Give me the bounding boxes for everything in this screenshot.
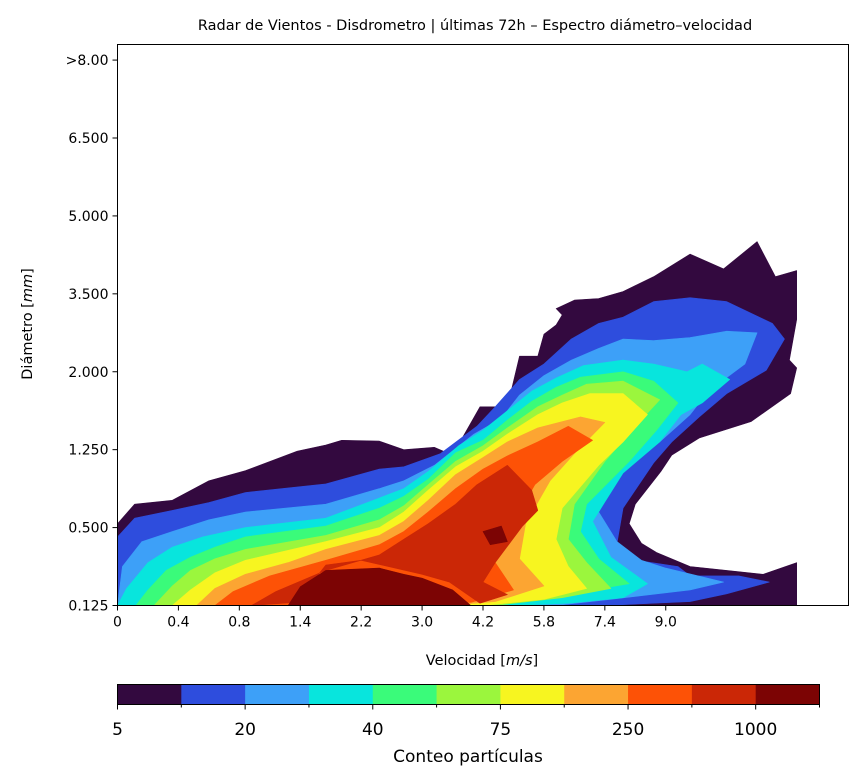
x-tick-label: 4.2 (472, 615, 494, 631)
y-tick-label: 5.000 (68, 209, 108, 225)
colorbar: 5 20 40 75 250 1000 Conteo partículas (112, 684, 820, 767)
colorbar-bin-3 (308, 684, 374, 705)
colorbar-bin-4 (372, 684, 438, 705)
y-tick-label: >8.00 (66, 53, 109, 69)
y-tick-label: 0.500 (68, 521, 108, 537)
x-tick-label: 0.8 (228, 615, 250, 631)
colorbar-bins (117, 684, 820, 705)
colorbar-tick-label: 20 (234, 720, 256, 740)
colorbar-bin-9 (691, 684, 757, 705)
contour-layer (117, 241, 797, 606)
colorbar-tick-label: 5 (112, 720, 123, 740)
x-tick-label: 7.4 (594, 615, 616, 631)
colorbar-frame (117, 684, 820, 705)
colorbar-label: Conteo partículas (393, 747, 543, 767)
contour-level-10-region-10 (287, 567, 472, 606)
colorbar-bin-5 (436, 684, 501, 705)
x-tick-label: 0.4 (167, 615, 189, 631)
colorbar-bin-10 (755, 684, 820, 705)
y-tick-label: 2.000 (68, 365, 108, 381)
y-tick-label: 6.500 (68, 131, 108, 147)
colorbar-bin-0 (117, 684, 182, 705)
x-tick-label: 3.0 (411, 615, 433, 631)
x-tick-label: 9.0 (655, 615, 677, 631)
x-tick-label: 0 (113, 615, 122, 631)
colorbar-bin-7 (564, 684, 629, 705)
x-tick-label: 5.8 (533, 615, 555, 631)
y-tick-label: 3.500 (68, 287, 108, 303)
colorbar-tick-label: 1000 (734, 720, 777, 740)
x-axis: 0 0.4 0.8 1.4 2.2 3.0 4.2 5.8 7.4 9.0 (113, 605, 677, 631)
contour-level-9-region-9 (251, 465, 539, 606)
colorbar-bin-6 (500, 684, 565, 705)
x-tick-label: 1.4 (289, 615, 311, 631)
x-axis-label: Velocidad [m/s] (426, 653, 538, 669)
colorbar-tick-label: 75 (490, 720, 512, 740)
colorbar-bin-8 (628, 684, 693, 705)
colorbar-tick-label: 250 (612, 720, 644, 740)
x-tick-label: 2.2 (350, 615, 372, 631)
colorbar-bin-2 (245, 684, 310, 705)
chart-title: Radar de Vientos - Disdrometro | últimas… (198, 18, 752, 34)
y-tick-label: 0.125 (68, 599, 108, 615)
colorbar-tick-label: 40 (362, 720, 384, 740)
y-tick-label: 1.250 (68, 443, 108, 459)
plot-area (117, 44, 849, 606)
y-axis: 0.125 0.500 1.250 2.000 3.500 5.000 6.500 >8.00 (66, 53, 118, 615)
y-axis-label: Diámetro [mm] (20, 268, 36, 380)
colorbar-ticks: 5 20 40 75 250 1000 (112, 704, 820, 740)
contour-level-10-region-11 (482, 525, 508, 545)
colorbar-bin-1 (181, 684, 246, 705)
